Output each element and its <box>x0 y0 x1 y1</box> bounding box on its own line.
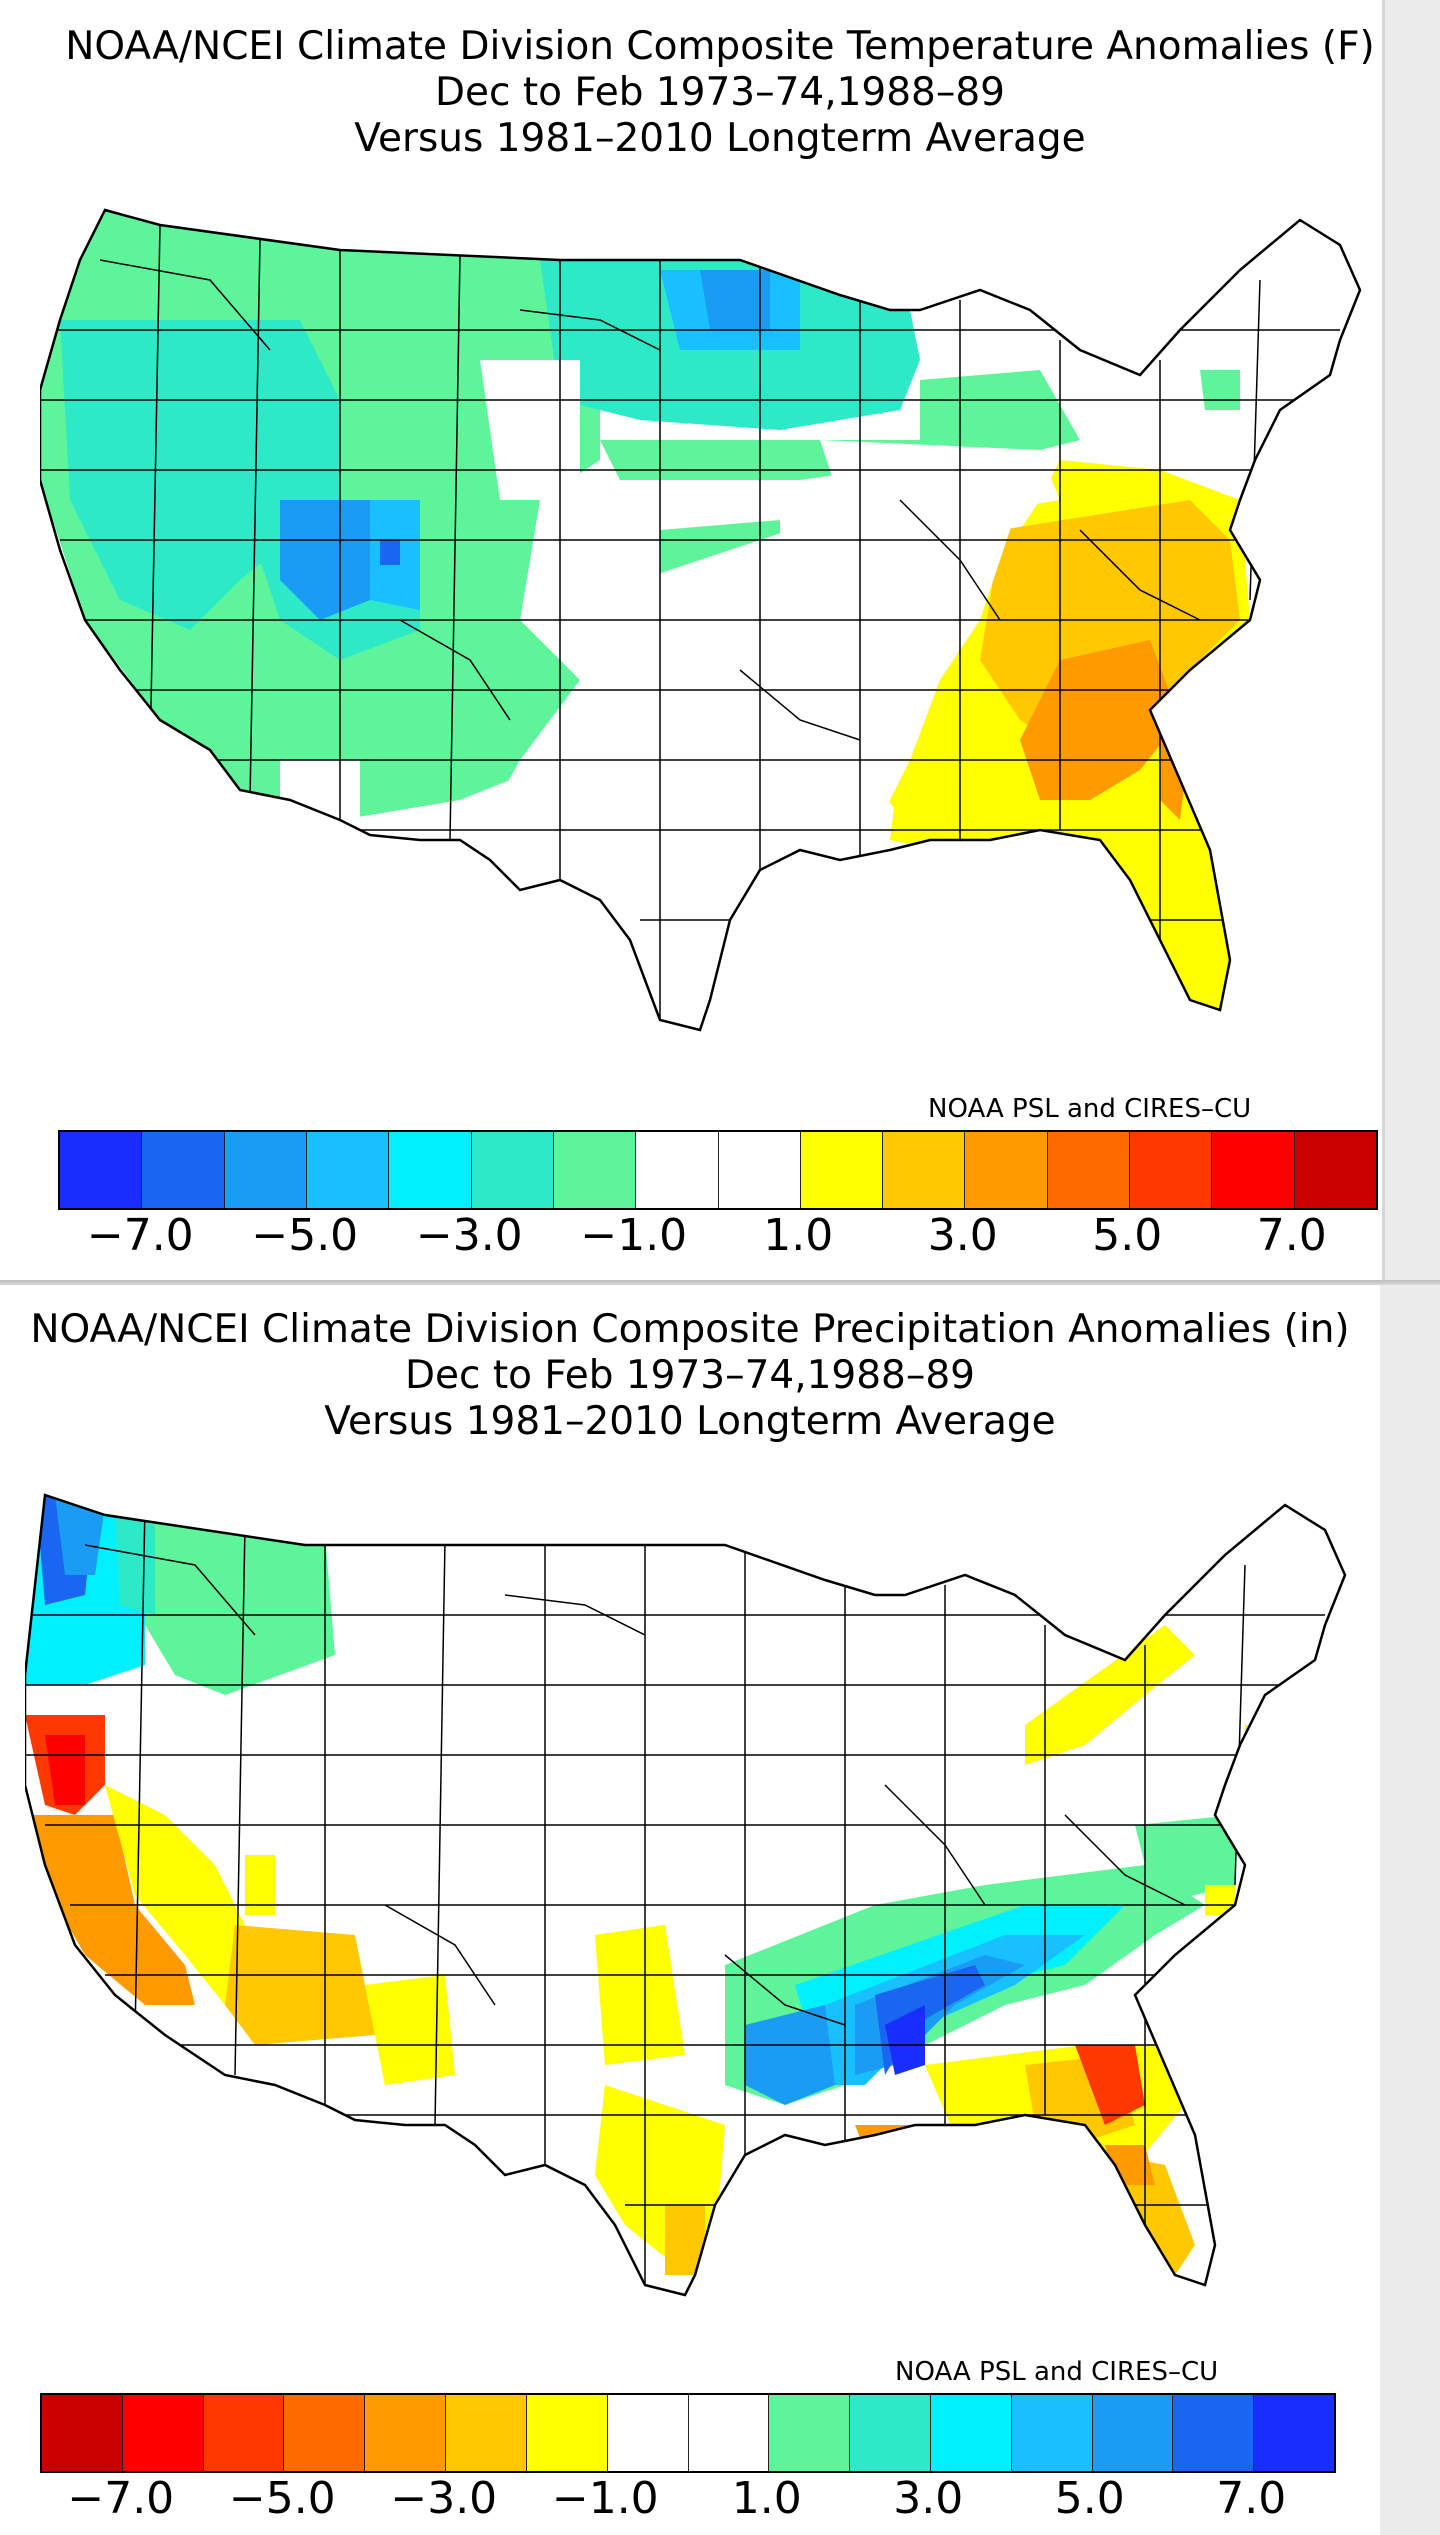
background-strip <box>1380 1285 1440 2535</box>
panel-edge <box>1382 0 1385 1285</box>
colorbar-tick-label: 7.0 <box>1256 1210 1327 1261</box>
temperature-colorbar-ticks: −7.0 −5.0 −3.0 −1.0 1.0 3.0 5.0 7.0 <box>58 1210 1374 1261</box>
colorbar-tick-label: 5.0 <box>1092 1210 1163 1261</box>
colorbar-swatch <box>1173 2395 1255 2471</box>
colorbar-tick-label: 3.0 <box>927 1210 998 1261</box>
colorbar-swatch <box>1092 2395 1174 2471</box>
title-line-2: Dec to Feb 1973–74,1988–89 <box>404 1353 975 1398</box>
colorbar-tick-label: −1.0 <box>580 1210 688 1261</box>
colorbar-swatch <box>284 2395 366 2471</box>
colorbar-swatch <box>446 2395 527 2471</box>
temperature-us-map <box>40 208 1362 1032</box>
colorbar-swatch <box>389 1132 472 1208</box>
colorbar-swatch <box>800 1132 884 1208</box>
us-outline <box>25 1493 1347 2297</box>
colorbar-swatch <box>471 1132 554 1208</box>
colorbar-swatch <box>850 2395 931 2471</box>
colorbar-tick-label: 3.0 <box>893 2473 964 2524</box>
colorbar-swatch <box>42 2395 123 2471</box>
title-line-3: Versus 1981–2010 Longterm Average <box>324 1399 1056 1444</box>
colorbar-swatch <box>365 2395 447 2471</box>
colorbar-swatch <box>636 1132 719 1208</box>
colorbar-tick-label: −5.0 <box>251 1210 359 1261</box>
temperature-title: NOAA/NCEI Climate Division Composite Tem… <box>0 24 1440 162</box>
background-strip <box>1385 0 1440 1285</box>
precipitation-anomaly-panel: NOAA/NCEI Climate Division Composite Pre… <box>0 1285 1440 2535</box>
colorbar-swatch <box>1047 1132 1131 1208</box>
colorbar-tick-label: −3.0 <box>415 1210 523 1261</box>
colorbar-swatch <box>1212 1132 1295 1208</box>
title-line-1: NOAA/NCEI Climate Division Composite Tem… <box>65 24 1375 69</box>
colorbar-swatch <box>718 1132 801 1208</box>
title-line-3: Versus 1981–2010 Longterm Average <box>354 116 1086 161</box>
colorbar-swatch <box>1130 1132 1213 1208</box>
colorbar-swatch <box>203 2395 285 2471</box>
colorbar-tick-label: 1.0 <box>763 1210 834 1261</box>
precipitation-colorbar-ticks: −7.0 −5.0 −3.0 −1.0 1.0 3.0 5.0 7.0 <box>40 2473 1332 2524</box>
us-outline <box>40 208 1362 1032</box>
colorbar-tick-label: −7.0 <box>86 1210 194 1261</box>
title-line-2: Dec to Feb 1973–74,1988–89 <box>434 70 1005 115</box>
colorbar-swatch <box>1294 1132 1376 1208</box>
colorbar-swatch <box>930 2395 1012 2471</box>
precipitation-title: NOAA/NCEI Climate Division Composite Pre… <box>0 1307 1380 1445</box>
temperature-anomaly-panel: NOAA/NCEI Climate Division Composite Tem… <box>0 0 1440 1285</box>
precipitation-colorbar <box>40 2393 1336 2473</box>
colorbar-swatch <box>688 2395 770 2471</box>
credit-label: NOAA PSL and CIRES–CU <box>895 2357 1219 2387</box>
colorbar-swatch <box>1011 2395 1093 2471</box>
colorbar-swatch <box>883 1132 966 1208</box>
panel-divider <box>0 1280 1440 1288</box>
colorbar-swatch <box>1254 2395 1334 2471</box>
colorbar-swatch <box>142 1132 225 1208</box>
precipitation-us-map <box>25 1493 1347 2297</box>
credit-label: NOAA PSL and CIRES–CU <box>928 1094 1252 1124</box>
colorbar-swatch <box>607 2395 689 2471</box>
colorbar-swatch <box>60 1132 143 1208</box>
colorbar-tick-label: −3.0 <box>390 2473 498 2524</box>
colorbar-swatch <box>224 1132 307 1208</box>
colorbar-tick-label: 1.0 <box>731 2473 802 2524</box>
colorbar-tick-label: 7.0 <box>1216 2473 1287 2524</box>
colorbar-swatch <box>965 1132 1048 1208</box>
colorbar-tick-label: 5.0 <box>1054 2473 1125 2524</box>
title-line-1: NOAA/NCEI Climate Division Composite Pre… <box>30 1307 1350 1352</box>
temperature-colorbar <box>58 1130 1378 1210</box>
colorbar-swatch <box>526 2395 608 2471</box>
colorbar-swatch <box>122 2395 204 2471</box>
colorbar-swatch <box>306 1132 390 1208</box>
colorbar-tick-label: −5.0 <box>228 2473 336 2524</box>
colorbar-tick-label: −7.0 <box>67 2473 175 2524</box>
colorbar-swatch <box>553 1132 637 1208</box>
colorbar-tick-label: −1.0 <box>551 2473 659 2524</box>
colorbar-swatch <box>769 2395 851 2471</box>
